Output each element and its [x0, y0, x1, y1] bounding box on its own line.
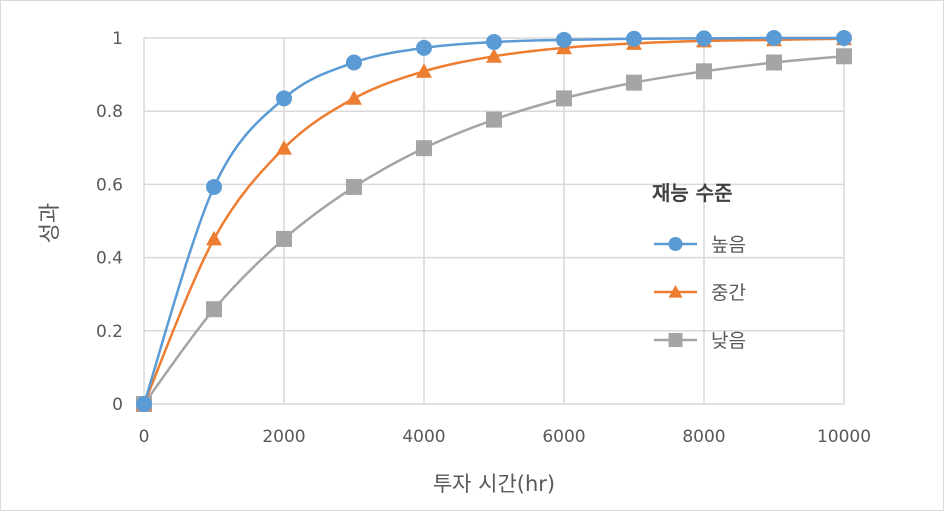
triangle-marker [346, 90, 362, 105]
series-triangle [136, 30, 852, 411]
y-tick-label: 0.2 [96, 322, 123, 342]
x-tick-label: 2000 [262, 427, 305, 447]
legend-label: 낮음 [711, 330, 746, 352]
circle-marker [346, 54, 362, 71]
legend-title: 재능 수준 [652, 181, 733, 205]
legend-label: 중간 [711, 282, 746, 304]
x-tick-label: 8000 [682, 427, 725, 447]
data-series [136, 30, 852, 412]
y-axis-ticks: 0 0.2 0.4 0.6 0.8 1 [96, 29, 123, 415]
legend-item: 중간 [654, 282, 746, 304]
square-marker [556, 90, 572, 107]
triangle-marker [668, 285, 683, 298]
x-axis-ticks: 0 2000 4000 6000 8000 10000 [139, 427, 871, 447]
circle-marker [836, 30, 852, 46]
legend-item: 낮음 [654, 330, 746, 352]
y-tick-label: 0 [112, 395, 123, 415]
legend-label: 높음 [711, 234, 746, 256]
series-line [142, 36, 845, 405]
y-tick-label: 0.4 [96, 249, 123, 269]
square-marker [766, 54, 782, 71]
series-line [142, 37, 845, 405]
series-circle [136, 30, 852, 412]
x-tick-label: 10000 [817, 427, 871, 447]
square-marker [626, 74, 642, 91]
circle-marker [416, 39, 432, 56]
legend-item: 높음 [654, 234, 746, 256]
square-marker [696, 63, 712, 80]
x-tick-label: 4000 [402, 427, 445, 447]
square-marker [416, 140, 432, 157]
y-axis-label: 성과 [38, 203, 63, 243]
circle-marker [668, 237, 683, 251]
triangle-marker [416, 63, 432, 78]
y-tick-label: 1 [112, 29, 123, 49]
circle-marker [766, 30, 782, 46]
square-marker [346, 178, 362, 195]
square-marker [836, 48, 852, 65]
square-marker [668, 333, 683, 347]
circle-marker [486, 34, 502, 51]
square-marker [206, 301, 222, 318]
x-axis-label: 투자 시간(hr) [433, 472, 555, 496]
x-tick-label: 0 [139, 427, 150, 447]
square-marker [276, 230, 292, 247]
square-marker [486, 111, 502, 128]
circle-marker [696, 30, 712, 47]
triangle-marker [206, 230, 222, 246]
circle-marker [626, 30, 642, 47]
x-tick-label: 6000 [542, 427, 585, 447]
y-tick-label: 0.8 [96, 102, 123, 122]
circle-marker [276, 90, 292, 107]
series-square [136, 48, 852, 412]
triangle-marker [276, 140, 292, 155]
circle-marker [206, 178, 222, 195]
y-tick-label: 0.6 [96, 175, 123, 195]
circle-marker [136, 396, 152, 412]
triangle-marker [486, 48, 502, 63]
circle-marker [556, 31, 572, 48]
